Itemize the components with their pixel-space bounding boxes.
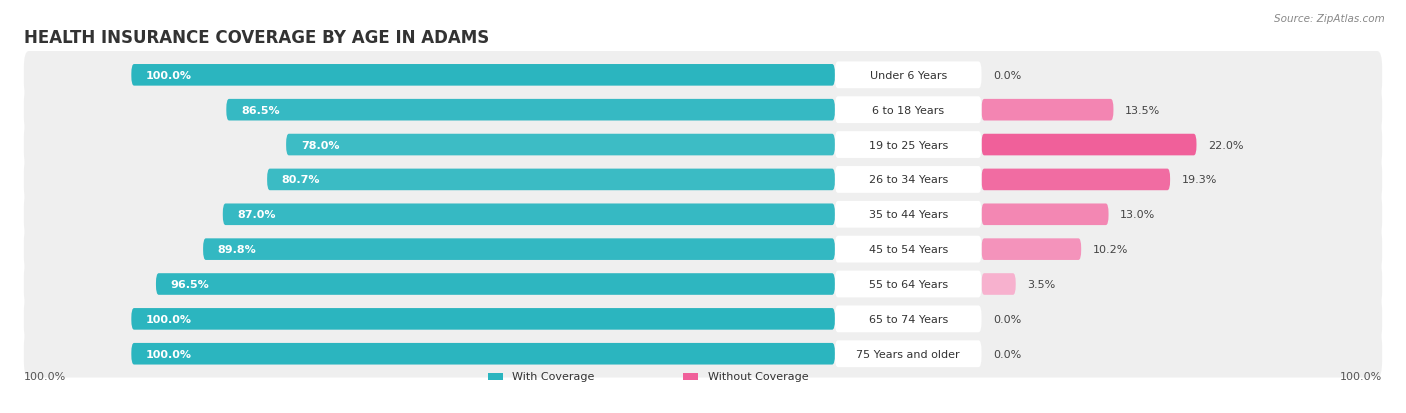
Bar [683,373,699,380]
FancyBboxPatch shape [24,191,1382,238]
Text: 65 to 74 Years: 65 to 74 Years [869,314,948,324]
Text: 19 to 25 Years: 19 to 25 Years [869,140,948,150]
FancyBboxPatch shape [981,273,1015,295]
FancyBboxPatch shape [835,271,981,298]
Text: 0.0%: 0.0% [993,71,1022,81]
Text: 87.0%: 87.0% [238,210,276,220]
FancyBboxPatch shape [24,52,1382,100]
FancyBboxPatch shape [267,169,835,191]
FancyBboxPatch shape [981,239,1081,260]
Bar [488,373,503,380]
FancyBboxPatch shape [24,87,1382,134]
Text: 0.0%: 0.0% [993,349,1022,359]
Text: 13.0%: 13.0% [1121,210,1156,220]
FancyBboxPatch shape [222,204,835,225]
FancyBboxPatch shape [835,132,981,159]
Text: Without Coverage: Without Coverage [707,372,808,382]
FancyBboxPatch shape [835,340,981,367]
Text: 22.0%: 22.0% [1208,140,1244,150]
Text: 35 to 44 Years: 35 to 44 Years [869,210,948,220]
FancyBboxPatch shape [131,309,835,330]
FancyBboxPatch shape [156,273,835,295]
FancyBboxPatch shape [24,226,1382,273]
Text: 26 to 34 Years: 26 to 34 Years [869,175,948,185]
FancyBboxPatch shape [981,134,1197,156]
FancyBboxPatch shape [202,239,835,260]
FancyBboxPatch shape [131,65,835,86]
Text: 10.2%: 10.2% [1092,244,1128,254]
FancyBboxPatch shape [835,62,981,89]
Text: 6 to 18 Years: 6 to 18 Years [872,105,945,115]
Text: With Coverage: With Coverage [512,372,595,382]
Text: Under 6 Years: Under 6 Years [869,71,946,81]
FancyBboxPatch shape [981,100,1114,121]
FancyBboxPatch shape [226,100,835,121]
FancyBboxPatch shape [981,204,1108,225]
Text: 3.5%: 3.5% [1028,279,1056,289]
Text: Source: ZipAtlas.com: Source: ZipAtlas.com [1274,14,1385,24]
FancyBboxPatch shape [285,134,835,156]
Text: 100.0%: 100.0% [24,372,66,382]
FancyBboxPatch shape [835,236,981,263]
Text: 78.0%: 78.0% [301,140,339,150]
FancyBboxPatch shape [835,166,981,193]
Text: 96.5%: 96.5% [170,279,209,289]
FancyBboxPatch shape [835,202,981,228]
Text: 86.5%: 86.5% [240,105,280,115]
FancyBboxPatch shape [24,330,1382,377]
Text: 45 to 54 Years: 45 to 54 Years [869,244,948,254]
Text: 100.0%: 100.0% [1340,372,1382,382]
Text: 80.7%: 80.7% [281,175,321,185]
FancyBboxPatch shape [24,261,1382,308]
Text: 55 to 64 Years: 55 to 64 Years [869,279,948,289]
Text: HEALTH INSURANCE COVERAGE BY AGE IN ADAMS: HEALTH INSURANCE COVERAGE BY AGE IN ADAM… [24,29,489,47]
FancyBboxPatch shape [835,97,981,124]
Text: 100.0%: 100.0% [146,349,193,359]
Text: 0.0%: 0.0% [993,314,1022,324]
FancyBboxPatch shape [981,169,1170,191]
Text: 19.3%: 19.3% [1182,175,1218,185]
FancyBboxPatch shape [835,306,981,332]
FancyBboxPatch shape [24,121,1382,169]
FancyBboxPatch shape [131,343,835,365]
Text: 100.0%: 100.0% [146,71,193,81]
Text: 89.8%: 89.8% [218,244,256,254]
Text: 75 Years and older: 75 Years and older [856,349,960,359]
FancyBboxPatch shape [24,156,1382,204]
FancyBboxPatch shape [24,295,1382,343]
Text: 13.5%: 13.5% [1125,105,1160,115]
Text: 100.0%: 100.0% [146,314,193,324]
